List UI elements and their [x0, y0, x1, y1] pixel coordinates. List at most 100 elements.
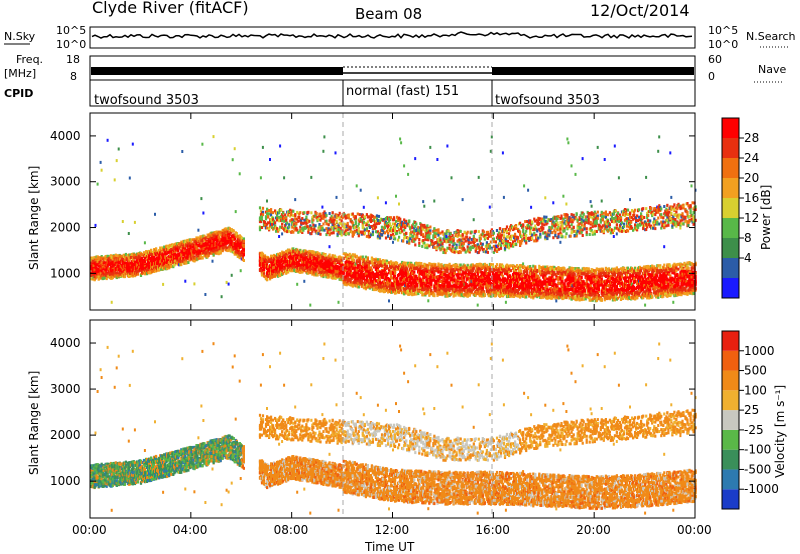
power-cell [378, 258, 382, 262]
power-cell [136, 260, 140, 264]
power-cell [389, 217, 392, 221]
power-cell [296, 269, 299, 272]
power-cell [163, 245, 166, 249]
power-cell [351, 212, 354, 216]
power-cell [266, 278, 269, 282]
power-cell [319, 212, 322, 216]
power-cell [201, 256, 204, 260]
power-cell [142, 267, 146, 270]
power-cell [258, 226, 262, 230]
power-cell [266, 207, 269, 211]
nave-label: Nave [758, 63, 786, 76]
power-cell [414, 278, 417, 282]
power-cell [317, 218, 320, 221]
power-cell [272, 263, 275, 267]
power-cell [103, 276, 106, 280]
power-cell [270, 213, 273, 217]
power-cell [195, 242, 198, 246]
power-cell [227, 236, 230, 240]
power-cell [137, 269, 141, 273]
power-cell [391, 276, 394, 280]
power-cell [351, 221, 354, 225]
power-cell [392, 240, 394, 244]
power-cell [299, 225, 302, 229]
power-cell [369, 266, 372, 270]
power-cell [266, 199, 268, 203]
power-cell [99, 268, 102, 271]
power-cell [351, 230, 354, 234]
power-cell [143, 255, 147, 259]
power-cell [189, 247, 192, 251]
power-cell [280, 271, 283, 274]
power-cell [385, 224, 389, 228]
power-cell [325, 219, 328, 223]
power-cell [318, 223, 321, 226]
power-cell [345, 257, 348, 261]
power-cell [281, 269, 284, 273]
power-cell [293, 259, 296, 263]
power-cell [261, 210, 265, 214]
power-cell [357, 229, 360, 233]
noise-series [91, 31, 693, 39]
power-cell [345, 231, 348, 235]
power-cell [408, 220, 411, 224]
power-cell [329, 227, 332, 231]
power-cell [259, 213, 263, 217]
power-cell [342, 252, 345, 256]
power-cell [301, 217, 304, 220]
power-cell [316, 251, 319, 255]
power-cell [405, 224, 408, 228]
power-cell [400, 278, 403, 282]
power-cell [411, 292, 414, 296]
power-cell [357, 234, 360, 238]
power-cell [387, 231, 390, 235]
power-cell [401, 229, 404, 233]
power-cell [297, 219, 300, 223]
power-cell [314, 267, 317, 271]
power-cell [396, 231, 399, 235]
power-cell [415, 280, 418, 284]
power-cell [195, 236, 198, 240]
power-cell [349, 226, 352, 230]
power-cell [242, 252, 245, 256]
power-cell [414, 243, 417, 247]
power-cell [276, 266, 279, 270]
power-cell [367, 230, 370, 233]
power-cell [115, 271, 118, 275]
power-cell [289, 264, 292, 267]
power-cell [369, 217, 372, 221]
power-cell [272, 218, 275, 222]
power-cell [356, 282, 359, 286]
power-cell [197, 228, 200, 232]
power-cell [392, 290, 395, 294]
power-cell [378, 289, 382, 293]
power-cell [389, 229, 392, 233]
power-cell [366, 215, 369, 219]
power-cell [383, 290, 387, 293]
power-cell [316, 215, 319, 219]
power-cell [398, 202, 400, 206]
power-cell [150, 251, 153, 255]
power-cell [346, 254, 349, 257]
power-cell [350, 258, 353, 262]
power-cell [203, 234, 206, 238]
power-cell [390, 216, 393, 220]
power-cell [292, 209, 295, 213]
power-cell [323, 135, 326, 139]
power-cell [354, 222, 357, 226]
power-cell [240, 241, 243, 245]
power-cell [164, 255, 167, 259]
power-cell [225, 246, 228, 250]
power-cell [260, 215, 264, 218]
power-cell [329, 272, 332, 276]
power-cell [303, 263, 306, 267]
power-cell [327, 223, 330, 227]
power-cell [373, 261, 376, 265]
power-cell [94, 223, 97, 227]
power-cell [196, 247, 199, 251]
power-cell [346, 262, 349, 266]
power-cell [365, 274, 368, 278]
power-cell [392, 232, 395, 236]
power-cell [361, 224, 364, 228]
power-cell [234, 210, 237, 214]
